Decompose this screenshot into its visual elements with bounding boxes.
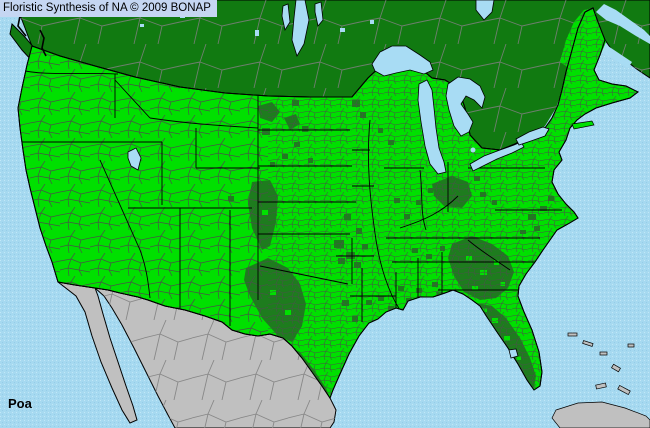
lake-erie [469, 141, 525, 172]
lake-st-clair [470, 147, 476, 153]
lake-ontario [515, 126, 550, 146]
canada-lakes [140, 0, 495, 57]
gulf-st-lawrence [596, 4, 650, 44]
long-island [571, 120, 595, 130]
islands [551, 332, 650, 428]
cuba [551, 401, 650, 428]
great-lakes [127, 45, 550, 359]
great-salt-lake [127, 147, 142, 171]
bahamas [567, 332, 635, 396]
lake-okeechobee [508, 348, 519, 359]
state-borders [19, 69, 562, 326]
baja-california [57, 281, 138, 424]
taxon-label: Poa [8, 396, 32, 411]
bay-of-fundy [598, 42, 632, 68]
puget-sound [39, 29, 47, 57]
lake-huron [445, 76, 486, 137]
map-title-bar: Floristic Synthesis of NA © 2009 BONAP [0, 0, 217, 17]
map-title: Floristic Synthesis of NA © 2009 BONAP [3, 2, 211, 14]
lake-superior [371, 45, 434, 77]
lake-michigan [417, 79, 447, 175]
